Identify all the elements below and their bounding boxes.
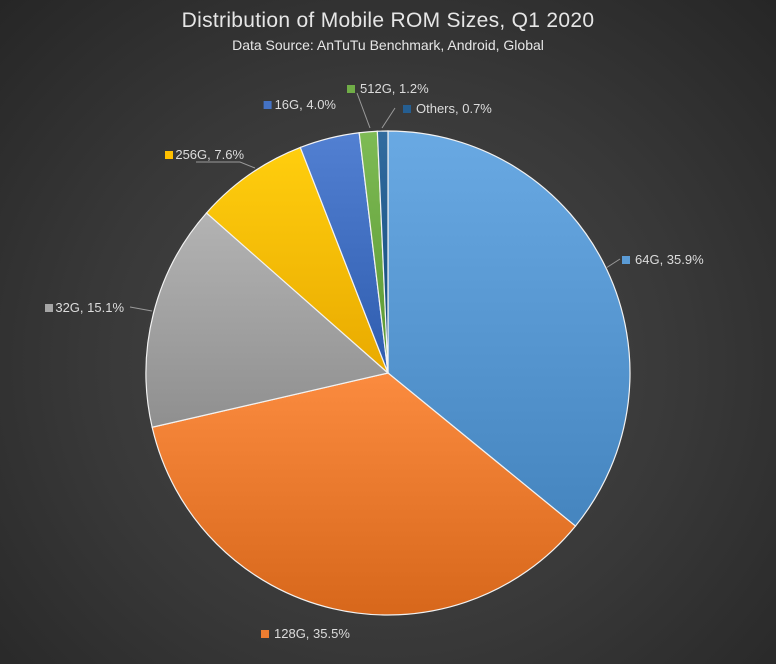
pie-slice-32g [145, 212, 390, 428]
pie-slice-128g [151, 372, 577, 616]
data-label-128g: 128G, 35.5% [261, 626, 350, 641]
pie-slice-64g [387, 130, 631, 527]
leaders-layer [129, 92, 621, 312]
data-label-text: 16G, 4.0% [275, 97, 337, 112]
leader-line-32g [129, 306, 153, 312]
data-label-text: Others, 0.7% [416, 101, 492, 116]
data-label-text: 32G, 15.1% [55, 300, 124, 315]
legend-key-16g [263, 101, 272, 109]
leader-line-512g [356, 92, 371, 129]
data-label-512g: 512G, 1.2% [347, 81, 429, 96]
legend-key-512g [347, 85, 355, 93]
legend-key-32g [45, 304, 53, 312]
leader-line-256g [196, 161, 256, 169]
data-label-text: 64G, 35.9% [635, 252, 704, 267]
slices-layer [145, 130, 631, 616]
labels-layer: 64G, 35.9% 128G, 35.5% 32G, 15.1% 256G, 7.6… [45, 81, 704, 641]
data-label-32g: 32G, 15.1% [45, 300, 124, 315]
data-label-256g: 256G, 7.6% [165, 147, 244, 162]
data-label-text: 512G, 1.2% [360, 81, 429, 96]
data-label-text: 256G, 7.6% [175, 147, 244, 162]
legend-key-64g [622, 256, 630, 264]
chart-title: Distribution of Mobile ROM Sizes, Q1 202… [181, 9, 595, 32]
data-label-others: Others, 0.7% [403, 101, 492, 116]
pie-slice-256g [205, 146, 389, 374]
data-label-64g: 64G, 35.9% [622, 252, 704, 267]
pie-slice-others [376, 130, 389, 374]
data-label-text: 128G, 35.5% [274, 626, 350, 641]
chart-subtitle: Data Source: AnTuTu Benchmark, Android, … [232, 37, 544, 53]
legend-key-128g [261, 630, 269, 638]
data-label-16g: 16G, 4.0% [263, 97, 337, 112]
leader-line-others [381, 107, 396, 129]
leader-line-64g [605, 258, 621, 269]
legend-key-others [403, 105, 411, 113]
legend-key-256g [165, 151, 173, 159]
